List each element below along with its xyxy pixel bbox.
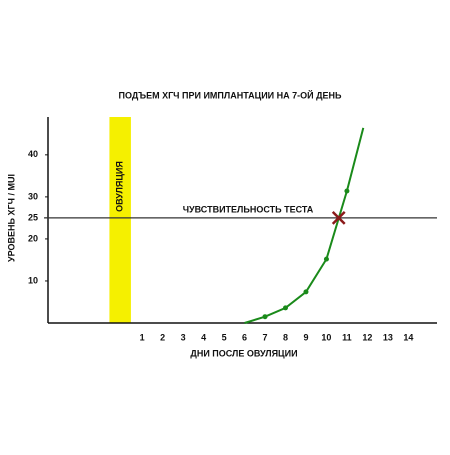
x-tick-label: 2 bbox=[160, 332, 165, 342]
reference-label: ЧУВСТВИТЕЛЬНОСТЬ ТЕСТА bbox=[183, 204, 314, 214]
x-tick-label: 12 bbox=[362, 332, 372, 342]
point bbox=[323, 256, 329, 262]
ovulation-band bbox=[109, 117, 131, 323]
x-tick-label: 9 bbox=[303, 332, 308, 342]
x-tick-label: 1 bbox=[140, 332, 145, 342]
y-axis-label: УРОВЕНЬ ХГЧ / MUI bbox=[6, 174, 16, 262]
x-tick-label: 13 bbox=[383, 332, 393, 342]
x-tick-label: 8 bbox=[283, 332, 288, 342]
x-tick-label: 14 bbox=[403, 332, 413, 342]
y-tick-label: 30 bbox=[28, 191, 38, 201]
x-tick-label: 4 bbox=[201, 332, 206, 342]
chart-title: ПОДЪЕМ ХГЧ ПРИ ИМПЛАНТАЦИИ НА 7-ОЙ ДЕНЬ bbox=[118, 89, 342, 100]
x-tick-label: 5 bbox=[222, 332, 227, 342]
x-tick-label: 7 bbox=[263, 332, 268, 342]
point bbox=[262, 314, 268, 320]
x-tick-label: 11 bbox=[342, 332, 352, 342]
y-tick-label: 10 bbox=[28, 275, 38, 285]
y-tick-label: 25 bbox=[28, 212, 38, 222]
x-tick-label: 3 bbox=[181, 332, 186, 342]
y-tick-label: 20 bbox=[28, 233, 38, 243]
x-axis-label: ДНИ ПОСЛЕ ОВУЛЯЦИИ bbox=[190, 348, 297, 358]
intersection-marker bbox=[331, 211, 346, 225]
point bbox=[344, 188, 350, 194]
point bbox=[303, 289, 309, 295]
x-tick-label: 6 bbox=[242, 332, 247, 342]
y-tick-label: 40 bbox=[28, 149, 38, 159]
x-tick-label: 10 bbox=[321, 332, 331, 342]
band-label: ОВУЛЯЦИЯ bbox=[115, 161, 125, 212]
point bbox=[282, 305, 288, 311]
